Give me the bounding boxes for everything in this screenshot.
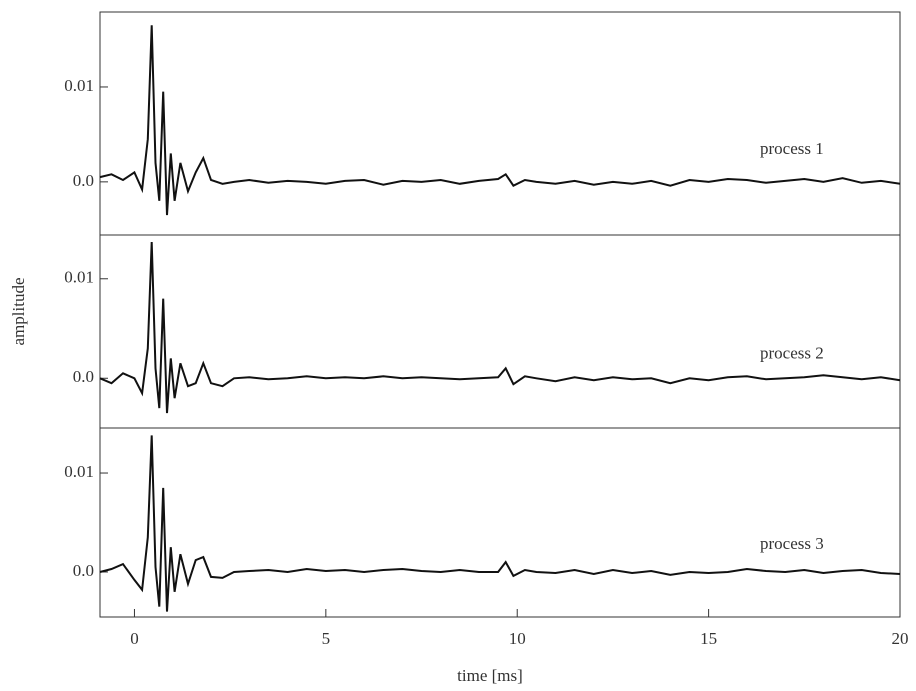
chart: 0.0 0.01 process 1 0.0 0.01 process 2 amplitud… (0, 0, 916, 691)
y-tick-label: 0.0 (73, 367, 94, 386)
x-axis-label: time [ms] (457, 666, 523, 685)
y-tick-label: 0.0 (73, 561, 94, 580)
series-label: process 1 (760, 139, 824, 158)
y-axis-label: amplitude (9, 278, 28, 346)
x-tick-label: 15 (700, 629, 717, 648)
x-tick-label: 20 (892, 629, 909, 648)
y-tick-label: 0.0 (73, 171, 94, 190)
series-label: process 2 (760, 344, 824, 363)
y-tick-label: 0.01 (64, 76, 94, 95)
x-tick-label: 5 (322, 629, 331, 648)
signal-line (100, 435, 900, 611)
x-tick-label: 0 (130, 629, 139, 648)
x-tick-label: 10 (509, 629, 526, 648)
y-tick-label: 0.01 (64, 462, 94, 481)
panel-frame (100, 428, 900, 617)
panel-frame (100, 12, 900, 235)
signal-line (100, 25, 900, 215)
panel-frame (100, 235, 900, 428)
signal-line (100, 242, 900, 413)
y-tick-label: 0.01 (64, 268, 94, 287)
series-label: process 3 (760, 534, 824, 553)
